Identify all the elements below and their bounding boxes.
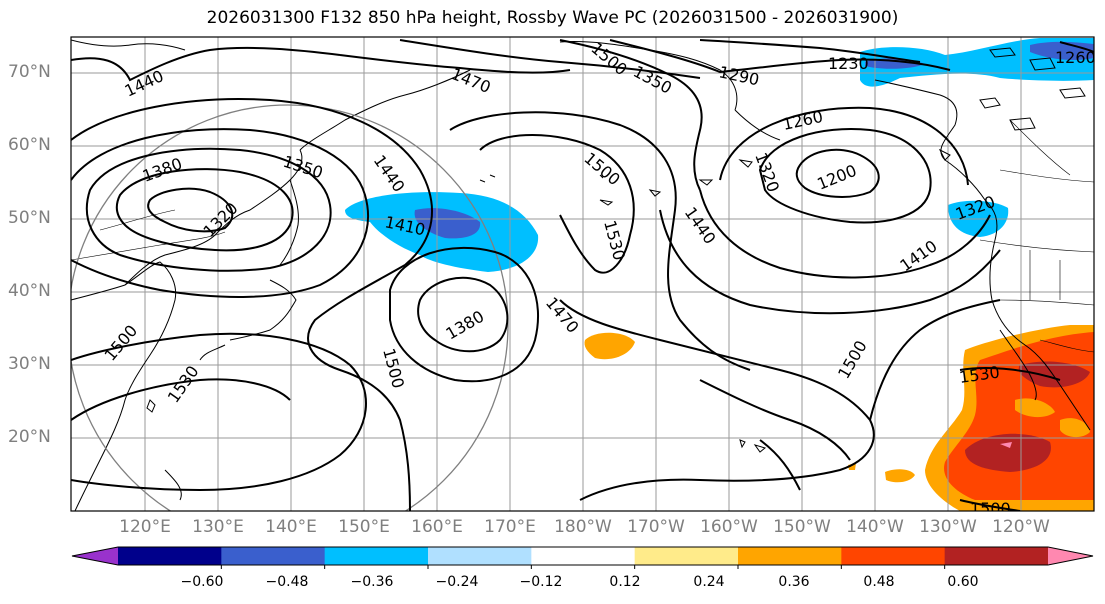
anomaly-shading — [345, 38, 1094, 511]
lon-label: 170°W — [627, 517, 685, 537]
contour-label: 1440 — [370, 151, 409, 195]
contour-label: 1440 — [681, 203, 720, 247]
coastlines — [71, 39, 1091, 511]
contour-label: 1530 — [600, 218, 629, 262]
contour-label: 1350 — [281, 152, 326, 183]
contour-label: 1290 — [717, 62, 761, 89]
borders — [71, 119, 1094, 353]
contour-label: 1500 — [970, 499, 1011, 518]
colorbar-tick-label: −0.12 — [519, 574, 563, 590]
colorbar-tick-label: −0.36 — [350, 574, 394, 590]
lon-label: 180°W — [554, 517, 612, 537]
lat-label: 40°N — [8, 281, 51, 301]
colorbar-segment — [118, 547, 222, 565]
region-circle — [71, 104, 509, 511]
colorbar-tick-label: 0.36 — [778, 574, 810, 590]
colorbar-tick-label: −0.24 — [435, 574, 479, 590]
lon-label: 120°W — [992, 517, 1050, 537]
contour-label: 1500 — [101, 321, 142, 364]
colorbar-segment — [221, 547, 326, 565]
map-title: 2026031300 F132 850 hPa height, Rossby W… — [206, 8, 899, 28]
pos-anomaly-central — [584, 332, 635, 360]
contour-label: 1260 — [1055, 48, 1096, 67]
lon-label: 160°W — [700, 517, 758, 537]
colorbar-extend-high — [1048, 547, 1093, 565]
colorbar-segment — [841, 547, 946, 565]
colorbar-tick-label: 0.12 — [609, 574, 641, 590]
colorbar-tick-label: −0.48 — [265, 574, 309, 590]
lon-label: 130°E — [192, 517, 244, 537]
colorbar-segment — [324, 547, 429, 565]
lon-label: 130°W — [919, 517, 977, 537]
colorbar-extend-low — [72, 547, 118, 565]
contour-label: 1500 — [379, 346, 408, 390]
colorbar-segment — [634, 547, 739, 565]
lon-label: 150°W — [773, 517, 831, 537]
lon-label: 140°E — [265, 517, 317, 537]
contour-label: 1440 — [122, 66, 167, 100]
colorbar — [71, 546, 1094, 569]
lat-label: 70°N — [8, 62, 51, 82]
colorbar-tick-label: 0.48 — [863, 574, 895, 590]
contour-label: 1230 — [828, 54, 869, 73]
contour-label: 1380 — [140, 154, 185, 186]
lat-label: 30°N — [8, 354, 51, 374]
colorbar-segment — [428, 547, 532, 565]
contour-label: 1500 — [580, 149, 623, 190]
lat-label: 50°N — [8, 208, 51, 228]
map-frame — [70, 36, 1095, 512]
contour-label: 1320 — [751, 150, 783, 195]
lon-label: 120°E — [119, 517, 171, 537]
contour-label: 1260 — [781, 107, 825, 134]
colorbar-segment — [944, 547, 1049, 565]
colorbar-tick-label: 0.24 — [693, 574, 725, 590]
colorbar-outline — [71, 546, 1094, 566]
contour-label: 1380 — [443, 307, 488, 344]
colorbar-tick-label: 0.60 — [947, 574, 979, 590]
height-contours — [71, 39, 1094, 511]
contour-label: 1500 — [834, 337, 871, 382]
lat-label: 20°N — [8, 427, 51, 447]
lon-label: 140°W — [846, 517, 904, 537]
lon-label: 160°E — [411, 517, 463, 537]
lon-label: 170°E — [484, 517, 536, 537]
contour-label: 1200 — [814, 161, 859, 194]
contour-label: 1320 — [199, 199, 241, 241]
colorbar-tick-label: −0.60 — [180, 574, 224, 590]
gridlines — [71, 37, 1094, 511]
contour-label: 1470 — [542, 293, 583, 336]
lat-label: 60°N — [8, 135, 51, 155]
lon-label: 150°E — [338, 517, 390, 537]
colorbar-segment — [531, 547, 636, 565]
colorbar-segment — [738, 547, 842, 565]
